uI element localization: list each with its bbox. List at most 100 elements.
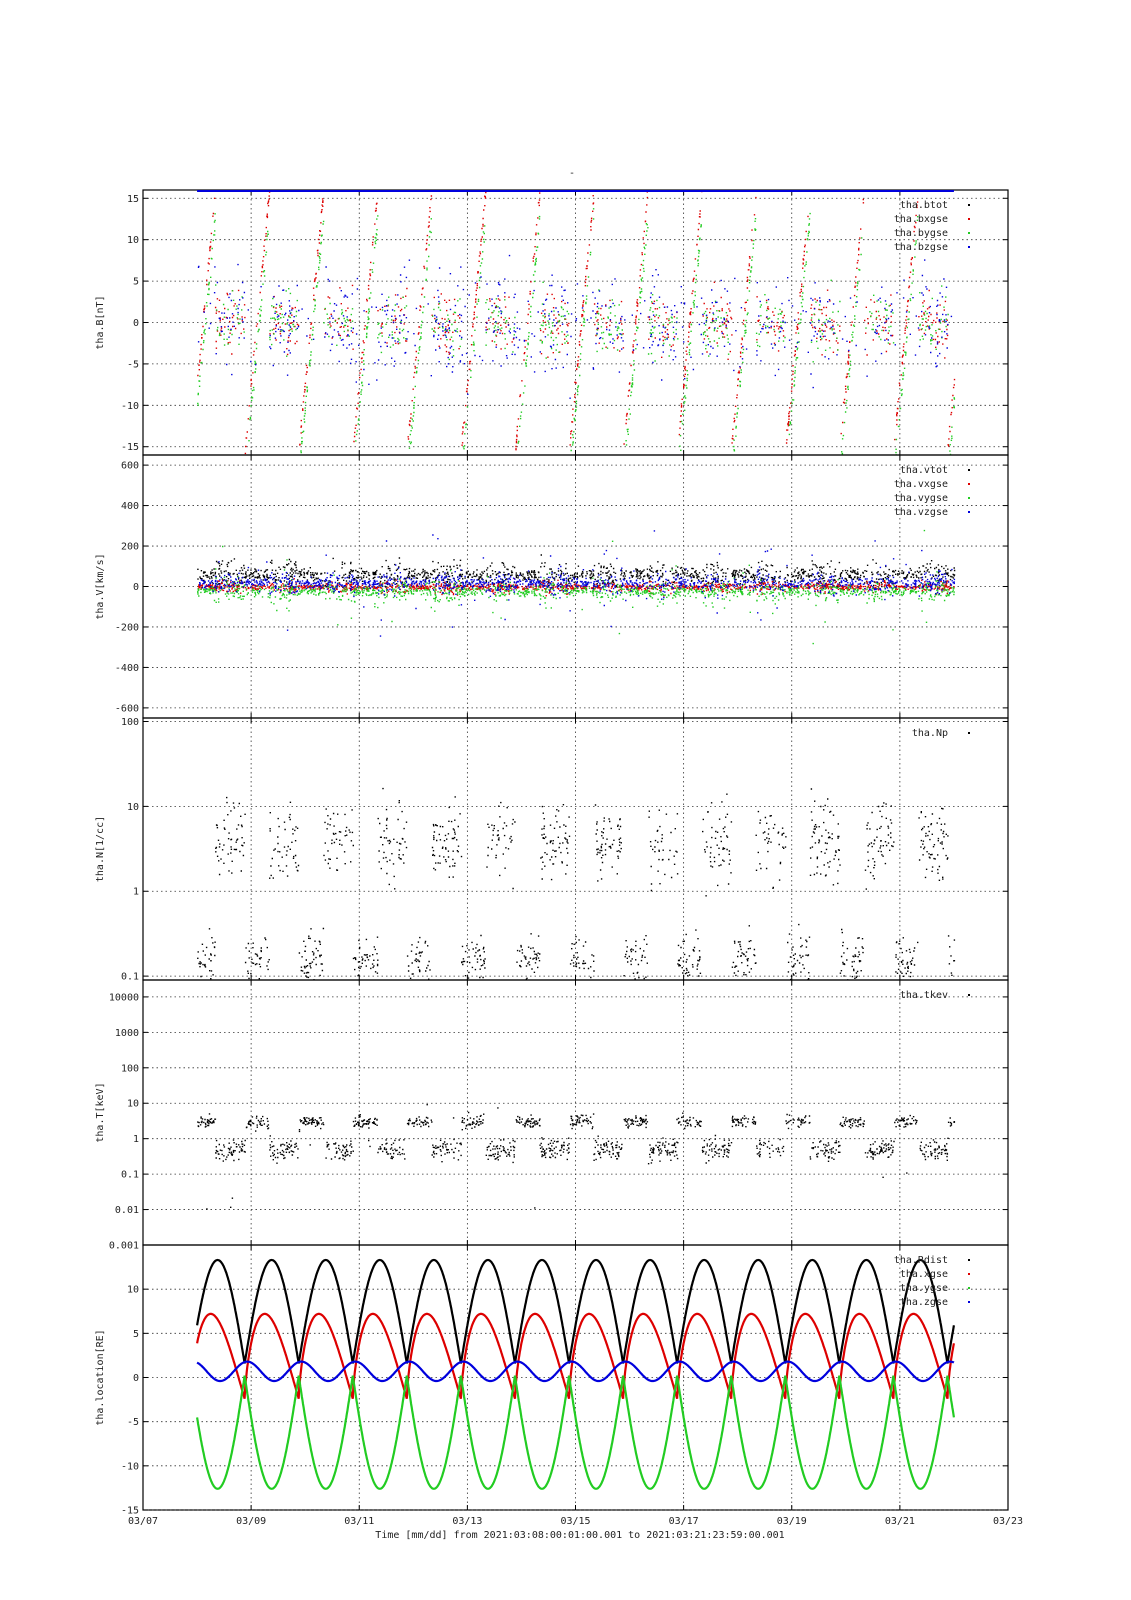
legend-marker [968,1301,970,1303]
y-tick-label: 5 [133,277,139,288]
data-points [199,530,956,637]
series-tha.ygse [196,1375,955,1490]
y-tick-label: 10000 [109,992,139,1003]
legend-marker [968,1259,970,1261]
x-tick-label: 03/19 [777,1516,807,1527]
figure-title: - [569,168,575,179]
y-tick-label: -400 [115,663,139,674]
legend-label: tha.Np [912,728,948,739]
x-tick-label: 03/13 [452,1516,482,1527]
y-tick-label: 0.01 [115,1205,139,1216]
legend-label: tha.tkev [900,990,948,1001]
legend-marker [968,1273,970,1275]
legend-label: tha.vtot [900,465,948,476]
y-tick-label: 1 [133,887,139,898]
legend-marker [968,1287,970,1289]
x-tick-label: 03/15 [560,1516,590,1527]
plot-area [197,529,956,645]
x-tick-label: 03/07 [128,1516,158,1527]
y-tick-label: -200 [115,622,139,633]
y-tick-label: 15 [127,194,139,205]
y-tick-label: 10 [127,235,139,246]
y-axis-label: tha.T[keV] [95,1082,106,1142]
series-line [196,1360,955,1383]
y-tick-label: -15 [121,442,139,453]
x-tick-label: 03/23 [993,1516,1023,1527]
y-tick-label: 100 [121,1063,139,1074]
series-tha.tkev [197,1104,956,1210]
series-line [196,1375,955,1490]
panel-B: 15 10 5 0 -5 -10 -15 tha.B[nT] tha.btot tha.bxgse… [95,189,1009,456]
data-points [197,190,956,455]
y-tick-label: 10 [127,1285,139,1296]
plot-area [197,787,956,980]
data-points [197,208,956,455]
legend-label: tha.vygse [894,493,948,504]
y-tick-label: 0 [133,318,139,329]
legend-marker [968,994,970,996]
y-tick-label: 5 [133,1329,139,1340]
legend-label: tha.xgse [900,1269,948,1280]
y-tick-label: -600 [115,703,139,714]
data-points [197,529,955,645]
plot-area [197,190,956,455]
data-points [197,1104,956,1210]
legend-label: tha.bxgse [894,214,948,225]
legend-label: tha.bzgse [894,242,948,253]
legend-marker [968,511,970,513]
panel-L: 10 5 0 -5 -10 -15 tha.location[RE] tha.Rdist tha… [95,1244,1009,1517]
panel-N: 100 10 1 0.1 tha.N[1/cc] tha.Np [95,717,1009,983]
legend-marker [968,232,970,234]
y-tick-label: 0.1 [121,972,139,983]
x-tick-label: 03/17 [669,1516,699,1527]
series-tha.xgse [196,1312,955,1400]
y-tick-label: 100 [121,717,139,728]
y-tick-label: 1 [133,1134,139,1145]
series-tha.vygse [197,529,955,645]
legend-marker [968,497,970,499]
panel-T: 10000 1000 100 10 1 0.1 0.01 0.001 tha.T[keV] tha… [95,979,1009,1252]
legend-label: tha.zgse [900,1297,948,1308]
legend-label: tha.btot [900,200,948,211]
series-line [196,1258,955,1364]
y-tick-label: 0 [133,582,139,593]
legend-label: tha.ygse [900,1283,948,1294]
data-points [197,787,956,980]
x-tick-label: 03/09 [236,1516,266,1527]
y-tick-label: 600 [121,461,139,472]
legend-marker [968,483,970,485]
plot-area [197,1104,956,1210]
series-tha.vxgse [197,578,955,597]
panel-V: 600 400 200 0 -200 -400 -600 tha.V[km/s] tha.vto… [95,454,1009,719]
legend-marker [968,204,970,206]
data-points [197,578,955,597]
y-tick-label: 1000 [115,1028,139,1039]
series-tha.zgse [196,1360,955,1383]
y-tick-label: 0.001 [109,1241,139,1252]
series-tha.vzgse [199,530,956,637]
y-tick-label: -5 [127,1417,139,1428]
y-tick-label: 200 [121,542,139,553]
x-tick-label: 03/11 [344,1516,374,1527]
legend-marker [968,218,970,220]
y-tick-label: -10 [121,1461,139,1472]
legend-label: tha.bygse [894,228,948,239]
y-tick-label: 0 [133,1373,139,1384]
y-tick-label: -15 [121,1506,139,1517]
y-tick-label: 0.1 [121,1170,139,1181]
y-tick-label: 10 [127,1099,139,1110]
legend-label: tha.vxgse [894,479,948,490]
y-axis-label: tha.B[nT] [95,295,106,349]
legend-marker [968,246,970,248]
y-tick-label: -5 [127,359,139,370]
series-tha.bygse [197,208,956,455]
legend-label: tha.vzgse [894,507,948,518]
y-axis-label: tha.N[1/cc] [95,816,106,882]
legend-marker [968,732,970,734]
y-axis-label: tha.V[km/s] [95,553,106,619]
series-tha.bxgse [197,190,956,455]
legend-marker [968,469,970,471]
series-tha.Rdist [196,1258,955,1364]
plot-area [196,1258,955,1490]
